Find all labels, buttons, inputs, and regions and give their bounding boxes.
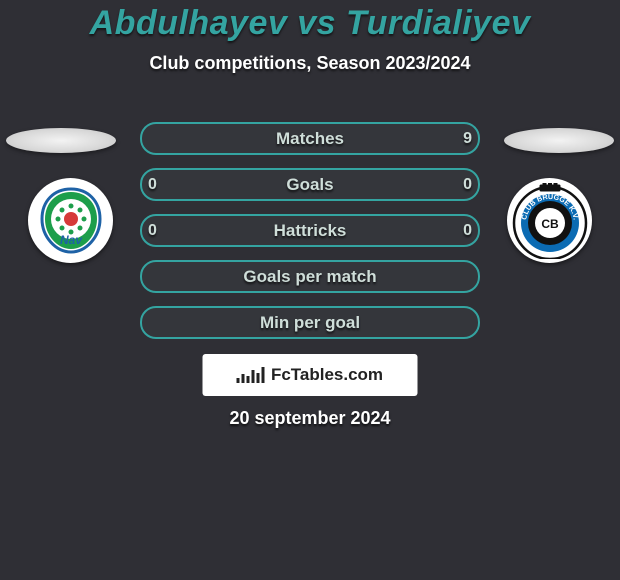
player-left-silhouette [6, 128, 116, 153]
club-brugge-logo-icon: CB CLUB BRUGGE K.V. [512, 183, 588, 259]
page-title: Abdulhayev vs Turdialiyev [0, 0, 620, 43]
stat-row-hattricks: 0 Hattricks 0 [140, 214, 480, 247]
club-badge-left: Nav bahor [28, 178, 113, 263]
stat-value-left [148, 124, 184, 153]
stat-value-left [148, 262, 184, 291]
svg-text:CB: CB [541, 217, 559, 231]
stat-label: Goals per match [243, 267, 376, 287]
stat-label: Hattricks [274, 221, 347, 241]
stat-value-right: 9 [436, 124, 472, 153]
stat-label: Min per goal [260, 313, 360, 333]
stat-value-left: 0 [148, 170, 184, 199]
club-badge-right: CB CLUB BRUGGE K.V. [507, 178, 592, 263]
stat-value-left: 0 [148, 216, 184, 245]
page-date: 20 september 2024 [0, 408, 620, 429]
stat-label: Goals [286, 175, 333, 195]
bar-chart-icon [237, 367, 265, 383]
navbahor-logo-icon: Nav bahor [36, 186, 106, 256]
stat-row-goals: 0 Goals 0 [140, 168, 480, 201]
site-label: FcTables.com [271, 365, 383, 385]
player-right-silhouette [504, 128, 614, 153]
stat-value-right: 0 [436, 216, 472, 245]
stat-value-right [436, 262, 472, 291]
page-subtitle: Club competitions, Season 2023/2024 [0, 53, 620, 74]
stat-value-right: 0 [436, 170, 472, 199]
site-attribution: FcTables.com [203, 354, 418, 396]
stat-row-gpm: Goals per match [140, 260, 480, 293]
stats-container: Matches 9 0 Goals 0 0 Hattricks 0 Goals … [140, 122, 480, 352]
stat-row-mpg: Min per goal [140, 306, 480, 339]
stat-value-left [148, 308, 184, 337]
svg-text:Nav: Nav [59, 233, 82, 247]
stat-value-right [436, 308, 472, 337]
stat-label: Matches [276, 129, 344, 149]
stat-row-matches: Matches 9 [140, 122, 480, 155]
